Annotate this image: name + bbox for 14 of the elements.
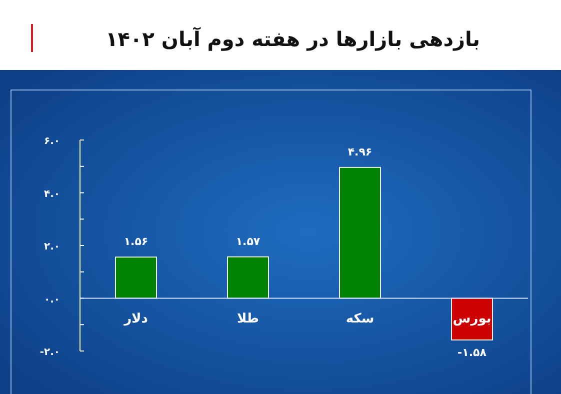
title: بازدهی بازارها در هفته دوم آبان ۱۴۰۲ (106, 27, 480, 51)
y-tick-label: ۲.۰ (44, 242, 60, 252)
data-label: ۴.۹۶ (348, 145, 372, 158)
y-tick-label: ۶.۰ (44, 136, 60, 147)
x-tick-label: طلا (236, 311, 260, 326)
y-tick-label: ۴.۰ (44, 188, 60, 200)
y-tick-label: ۰.۰ (44, 294, 60, 306)
x-tick-label: دلار (123, 311, 148, 326)
y-tick-label: -۲.۰ (40, 347, 60, 358)
data-label: ۱.۵۷ (236, 234, 260, 248)
data-label: -۱.۵۸ (458, 346, 487, 359)
x-tick-label: سکه (346, 311, 374, 326)
x-tick-label: بورس (452, 311, 492, 326)
data-label: ۱.۵۶ (124, 235, 148, 248)
